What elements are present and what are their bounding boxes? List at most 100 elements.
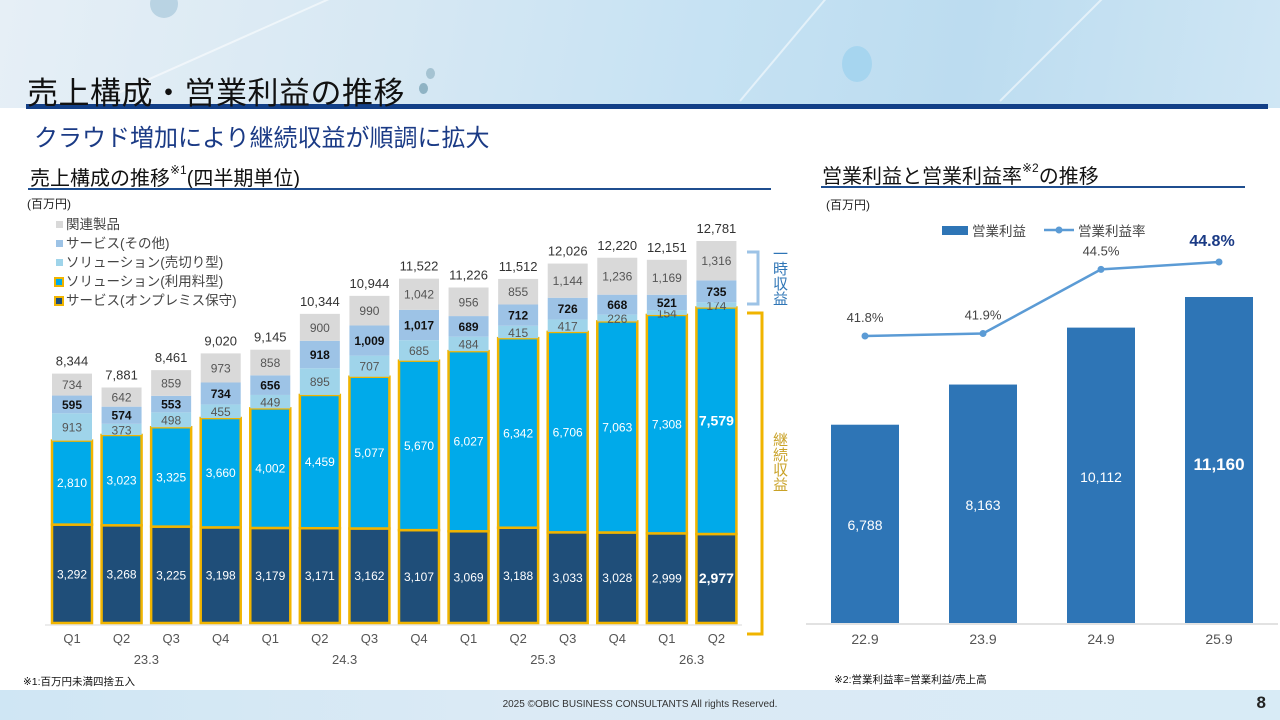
bar-value-label: 918: [310, 348, 330, 362]
bar-value-label: 3,188: [503, 569, 533, 583]
legend-swatch: [54, 295, 64, 306]
decor-circle: [842, 46, 872, 82]
header-rule: [26, 104, 1268, 109]
bar-value-label: 858: [260, 356, 280, 370]
left-legend: 関連製品 サービス(その他) ソリューション(売切り型) ソリューション(利用料…: [54, 215, 237, 310]
bar-value-label: 6,342: [503, 426, 533, 440]
legend-label: サービス(オンプレミス保守): [66, 293, 237, 308]
legend-swatch: [56, 240, 63, 247]
bar-value-label: 1,144: [553, 274, 583, 288]
right-section-rule: [821, 186, 1245, 188]
bar-segment-related_products: [448, 287, 489, 317]
bar-segment-onprem_maintenance: [695, 532, 738, 625]
bar-value-label: 3,292: [57, 567, 87, 581]
bar-segment-related_products: [547, 263, 588, 298]
page-number: 8: [1256, 693, 1266, 712]
left-section-rule: [28, 188, 771, 190]
bar-segment-subscription_solution: [348, 375, 391, 530]
x-tick-label: Q2: [509, 631, 526, 646]
bar-value-label: 3,033: [553, 571, 583, 585]
op-margin-point: [979, 330, 987, 338]
right-unit-label: (百万円): [826, 198, 870, 212]
bar-value-label: 3,171: [305, 569, 335, 583]
bar-total-label: 10,344: [300, 294, 340, 309]
bar-segment-one_time_solution: [250, 394, 291, 409]
decor-circle: [150, 0, 178, 18]
bar-value-label: 855: [508, 285, 528, 299]
bar-value-label: 3,023: [107, 474, 137, 488]
bar-value-label: 685: [409, 344, 429, 358]
bar-value-label: 3,162: [354, 569, 384, 583]
bar-value-label: 4,002: [255, 462, 285, 476]
bar-total-label: 10,944: [350, 276, 390, 291]
bar-segment-other_services: [498, 304, 539, 326]
right-title-text: 営業利益と営業利益率: [822, 166, 1022, 188]
bar-segment-onprem_maintenance: [645, 532, 689, 625]
bar-value-label: 726: [558, 302, 578, 316]
bar-segment-other_services: [597, 294, 638, 315]
op-margin-point: [861, 332, 869, 340]
bar-value-label: 735: [706, 285, 726, 299]
temporary-revenue-label: 一時収益: [771, 246, 788, 306]
op-income-value-label: 6,788: [847, 517, 882, 533]
bar-value-label: 734: [211, 387, 231, 401]
right-title-suffix: の推移: [1038, 166, 1099, 188]
x-tick-label: Q3: [559, 631, 576, 646]
op-margin-point: [1097, 265, 1105, 273]
fiscal-year-label: 26.3: [679, 652, 704, 667]
recurring-revenue-label: 継続収益: [771, 432, 788, 492]
decor-circle: [419, 83, 428, 94]
bar-segment-one_time_solution: [299, 368, 340, 395]
right-title-note: ※2: [1022, 161, 1039, 175]
bar-value-label: 574: [112, 409, 132, 423]
bar-segment-subscription_solution: [397, 359, 441, 532]
op-margin-line: [864, 260, 1220, 338]
x-tick-label: Q1: [658, 631, 675, 646]
bar-segment-other_services: [646, 294, 687, 311]
legend-swatch: [56, 221, 63, 228]
bar-segment-related_products: [151, 370, 192, 396]
bar-segment-related_products: [299, 313, 340, 341]
bar-value-label: 6,027: [454, 435, 484, 449]
bar-segment-subscription_solution: [50, 439, 94, 526]
bar-value-label: 3,198: [206, 569, 236, 583]
op-income-bar: [1185, 297, 1253, 623]
bar-total-label: 8,344: [56, 354, 89, 369]
bar-value-label: 707: [359, 360, 379, 374]
bar-segment-one_time_solution: [696, 302, 737, 308]
bar-value-label: 449: [260, 396, 280, 410]
bar-value-label: 2,977: [699, 570, 734, 586]
left-unit-label: (百万円): [27, 197, 71, 211]
bar-segment-onprem_maintenance: [199, 526, 242, 625]
left-title-note: ※1: [170, 163, 187, 177]
fiscal-year-label: 25.3: [530, 652, 555, 667]
bar-value-label: 373: [112, 423, 132, 437]
legend-label: ソリューション(売切り型): [66, 255, 224, 270]
bar-segment-related_products: [200, 353, 241, 383]
op-margin-value-label: 41.8%: [847, 310, 884, 325]
bar-segment-other_services: [101, 406, 142, 424]
bar-segment-one_time_solution: [52, 413, 92, 441]
operating-income-chart: 6,788 22.9 8,163 23.9 10,112 24.9 11,160 25.9 41…: [806, 233, 1278, 647]
revenue-brackets: [747, 250, 764, 636]
bar-segment-subscription_solution: [298, 393, 342, 530]
x-tick-label: 24.9: [1087, 631, 1114, 647]
bar-value-label: 3,660: [206, 466, 236, 480]
x-tick-label: Q2: [708, 631, 725, 646]
right-legend: 営業利益 営業利益率: [942, 220, 1146, 240]
bar-value-label: 895: [310, 375, 330, 389]
bar-value-label: 642: [112, 391, 132, 405]
bar-segment-one_time_solution: [597, 314, 638, 322]
x-tick-label: Q3: [361, 631, 378, 646]
bar-value-label: 1,169: [652, 271, 682, 285]
legend-item-op-income: 営業利益: [942, 220, 1026, 240]
bar-value-label: 3,179: [255, 569, 285, 583]
header-background: [0, 0, 1280, 108]
x-tick-label: Q1: [63, 631, 80, 646]
legend-item-one-time-solution: ソリューション(売切り型): [56, 253, 237, 272]
bar-segment-other_services: [52, 395, 92, 414]
bar-value-label: 3,225: [156, 568, 186, 582]
bar-value-label: 900: [310, 321, 330, 335]
bar-value-label: 2,810: [57, 476, 87, 490]
bar-value-label: 6,706: [553, 426, 583, 440]
